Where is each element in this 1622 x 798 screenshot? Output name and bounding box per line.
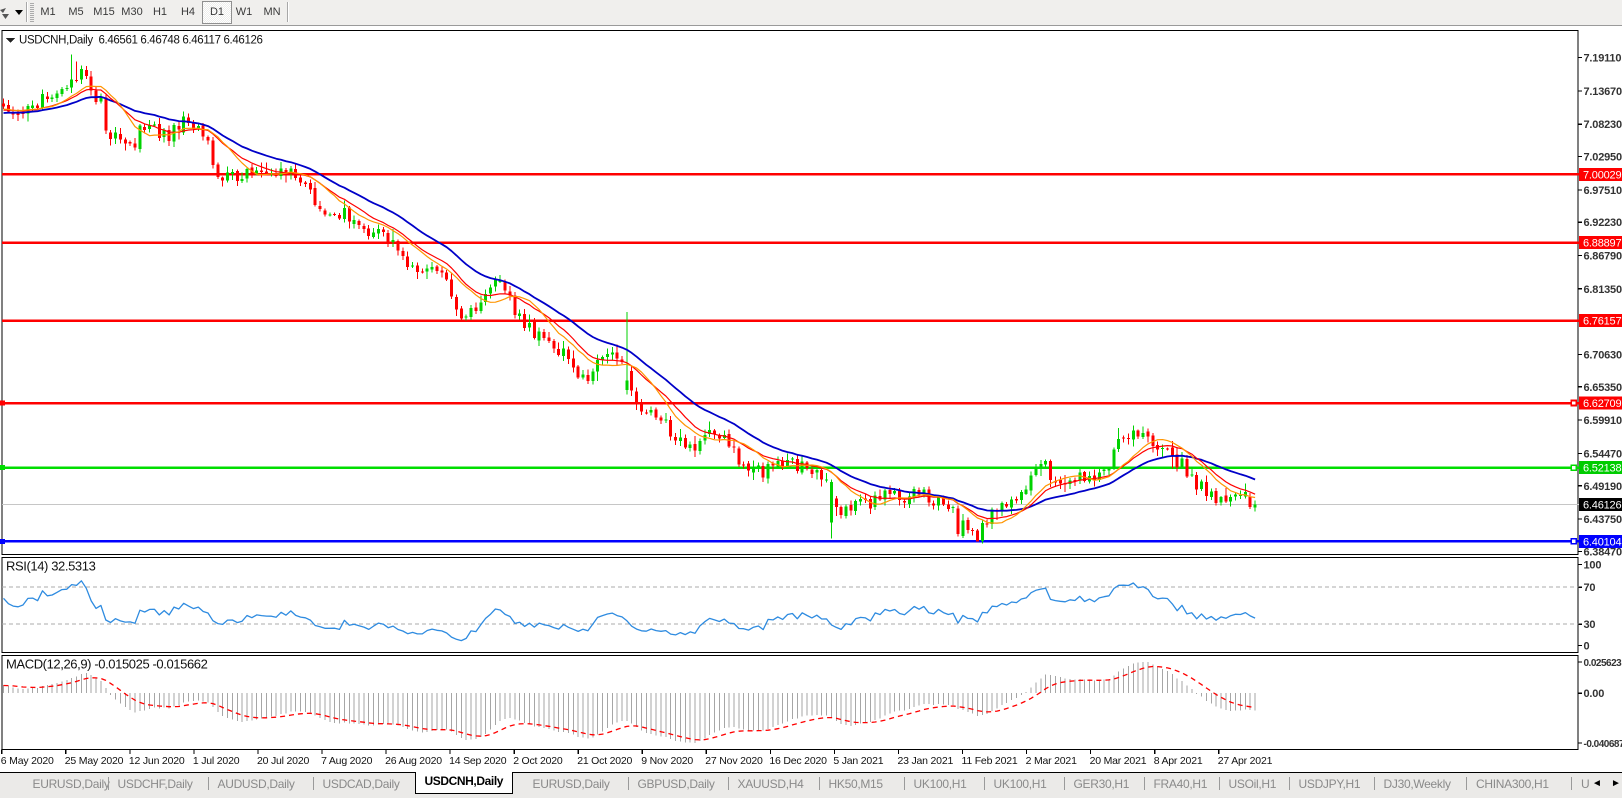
svg-text:6.52138: 6.52138 xyxy=(1583,463,1621,475)
svg-text:6.92230: 6.92230 xyxy=(1584,217,1622,229)
svg-text:6.86790: 6.86790 xyxy=(1584,251,1622,263)
svg-text:7.08230: 7.08230 xyxy=(1584,119,1622,131)
svg-text:RSI(14) 32.5313: RSI(14) 32.5313 xyxy=(6,559,96,574)
svg-text:25 May 2020: 25 May 2020 xyxy=(65,755,124,767)
svg-text:5 Jan 2021: 5 Jan 2021 xyxy=(833,755,883,767)
svg-text:100: 100 xyxy=(1584,560,1602,572)
svg-text:0: 0 xyxy=(1584,641,1590,653)
svg-text:20 Mar 2021: 20 Mar 2021 xyxy=(1090,755,1147,767)
svg-text:6.46126: 6.46126 xyxy=(1583,500,1621,512)
svg-text:7.19110: 7.19110 xyxy=(1584,53,1622,65)
svg-text:6.54470: 6.54470 xyxy=(1584,448,1622,460)
svg-text:7.00029: 7.00029 xyxy=(1583,169,1621,181)
svg-text:23 Jan 2021: 23 Jan 2021 xyxy=(898,755,954,767)
svg-text:12 Jun 2020: 12 Jun 2020 xyxy=(129,755,185,767)
svg-text:30: 30 xyxy=(1584,619,1596,631)
svg-text:1 Jul 2020: 1 Jul 2020 xyxy=(193,755,240,767)
svg-text:21 Oct 2020: 21 Oct 2020 xyxy=(577,755,632,767)
svg-text:0.025623: 0.025623 xyxy=(1584,658,1622,669)
svg-text:27 Apr 2021: 27 Apr 2021 xyxy=(1218,755,1273,767)
svg-text:6.88897: 6.88897 xyxy=(1583,238,1621,250)
svg-text:2 Mar 2021: 2 Mar 2021 xyxy=(1026,755,1077,767)
svg-text:27 Nov 2020: 27 Nov 2020 xyxy=(705,755,763,767)
svg-text:6.65350: 6.65350 xyxy=(1584,382,1622,394)
svg-text:6.97510: 6.97510 xyxy=(1584,185,1622,197)
svg-text:USDCNH,Daily 6.46561 6.46748: USDCNH,Daily 6.46561 6.46748 6.46117 6.4… xyxy=(19,35,263,47)
svg-text:8 Apr 2021: 8 Apr 2021 xyxy=(1154,755,1203,767)
svg-text:6.43750: 6.43750 xyxy=(1584,514,1622,526)
svg-text:9 Nov 2020: 9 Nov 2020 xyxy=(641,755,693,767)
svg-text:2 Oct 2020: 2 Oct 2020 xyxy=(513,755,563,767)
svg-text:7.02950: 7.02950 xyxy=(1584,152,1622,164)
svg-text:MACD(12,26,9) -0.015025 -0.015: MACD(12,26,9) -0.015025 -0.015662 xyxy=(6,657,208,672)
svg-text:6.70630: 6.70630 xyxy=(1584,350,1622,362)
svg-text:6.81350: 6.81350 xyxy=(1584,284,1622,296)
svg-text:14 Sep 2020: 14 Sep 2020 xyxy=(449,755,507,767)
svg-text:20 Jul 2020: 20 Jul 2020 xyxy=(257,755,309,767)
svg-text:11 Feb 2021: 11 Feb 2021 xyxy=(962,755,1018,767)
svg-text:16 Dec 2020: 16 Dec 2020 xyxy=(769,755,827,767)
svg-text:70: 70 xyxy=(1584,582,1596,594)
svg-text:6 May 2020: 6 May 2020 xyxy=(1,755,54,767)
svg-text:-0.040687: -0.040687 xyxy=(1584,739,1622,750)
svg-text:26 Aug 2020: 26 Aug 2020 xyxy=(385,755,442,767)
svg-text:6.59910: 6.59910 xyxy=(1584,415,1622,427)
svg-text:0.00: 0.00 xyxy=(1584,688,1605,700)
svg-text:6.49190: 6.49190 xyxy=(1584,481,1622,493)
svg-text:7 Aug 2020: 7 Aug 2020 xyxy=(321,755,372,767)
svg-text:6.76157: 6.76157 xyxy=(1583,316,1621,328)
svg-text:6.40104: 6.40104 xyxy=(1583,536,1621,548)
svg-text:6.62709: 6.62709 xyxy=(1583,398,1621,410)
svg-text:7.13670: 7.13670 xyxy=(1584,86,1622,98)
